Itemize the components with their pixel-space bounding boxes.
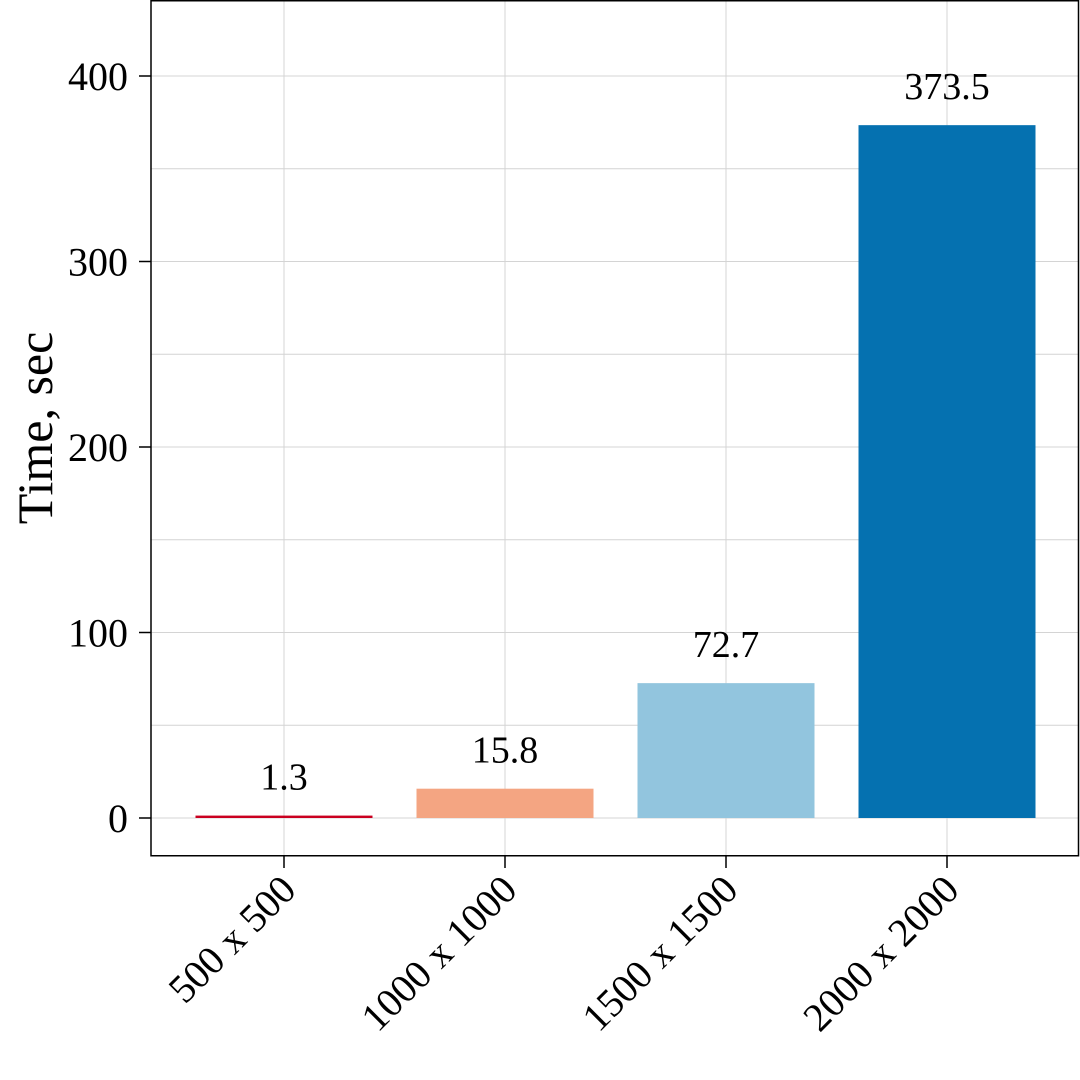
y-tick-label: 400 bbox=[68, 54, 128, 99]
y-tick-label: 0 bbox=[108, 796, 128, 841]
x-tick-label: 1500 x 1500 bbox=[573, 867, 746, 1040]
y-tick-label: 100 bbox=[68, 611, 128, 656]
bar-value-label: 72.7 bbox=[693, 624, 760, 666]
bar-value-label: 1.3 bbox=[260, 757, 308, 799]
bar-value-label: 15.8 bbox=[472, 730, 539, 772]
bar bbox=[195, 815, 373, 818]
x-axis-ticks: 500 x 500 1000 x 1000 1500 x 1500 2000 x 20… bbox=[159, 856, 967, 1040]
x-tick-label: 500 x 500 bbox=[159, 867, 304, 1012]
x-tick-label: 2000 x 2000 bbox=[794, 867, 967, 1040]
bars bbox=[195, 125, 1036, 819]
y-axis-title: Time, sec bbox=[7, 332, 63, 525]
plot-frame bbox=[150, 0, 1080, 857]
bar-value-labels: 1.3 15.8 72.7 373.5 bbox=[260, 66, 990, 798]
y-axis-ticks: 0 100 200 300 400 bbox=[68, 54, 151, 841]
y-tick-label: 300 bbox=[68, 240, 128, 285]
bar-value-label: 373.5 bbox=[904, 66, 990, 108]
x-tick-label: 1000 x 1000 bbox=[352, 867, 525, 1040]
bar bbox=[416, 788, 594, 818]
bar bbox=[637, 683, 815, 818]
bar bbox=[858, 125, 1036, 819]
y-tick-label: 200 bbox=[68, 425, 128, 470]
